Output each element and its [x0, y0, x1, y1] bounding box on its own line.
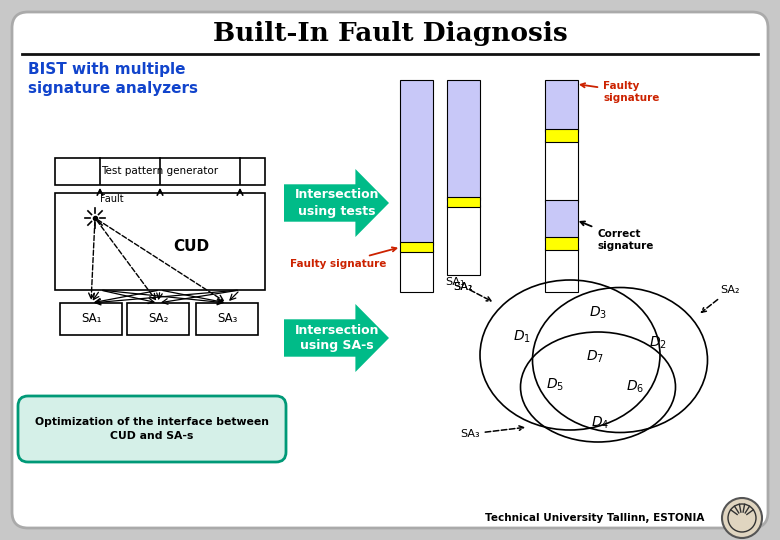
Text: $D_6$: $D_6$ [626, 379, 644, 395]
Text: $D_5$: $D_5$ [546, 377, 564, 393]
FancyBboxPatch shape [196, 303, 258, 335]
Text: SA₁: SA₁ [81, 313, 101, 326]
FancyBboxPatch shape [400, 80, 433, 245]
Text: SA₂: SA₂ [701, 285, 739, 312]
FancyBboxPatch shape [127, 303, 189, 335]
Text: $D_7$: $D_7$ [586, 349, 604, 365]
Text: Faulty
signature: Faulty signature [581, 81, 659, 103]
FancyBboxPatch shape [545, 80, 578, 132]
FancyBboxPatch shape [545, 140, 578, 202]
Text: Fault: Fault [100, 194, 123, 204]
FancyBboxPatch shape [545, 248, 578, 292]
Text: BIST with multiple
signature analyzers: BIST with multiple signature analyzers [28, 62, 198, 96]
FancyBboxPatch shape [545, 237, 578, 250]
Polygon shape [284, 169, 389, 237]
Text: Test pattern generator: Test pattern generator [101, 166, 218, 177]
FancyBboxPatch shape [447, 80, 480, 200]
Text: Intersection
using tests: Intersection using tests [295, 188, 379, 218]
Text: SA₃: SA₃ [217, 313, 237, 326]
Text: CUD: CUD [173, 239, 210, 254]
FancyBboxPatch shape [12, 12, 768, 528]
Polygon shape [284, 304, 389, 372]
Text: $D_3$: $D_3$ [589, 305, 607, 321]
Text: Intersection
using SA-s: Intersection using SA-s [295, 323, 379, 353]
Text: $D_4$: $D_4$ [591, 415, 609, 431]
Text: Correct
signature: Correct signature [580, 221, 654, 251]
FancyBboxPatch shape [447, 197, 480, 207]
Circle shape [722, 498, 762, 538]
Text: SA₂: SA₂ [148, 313, 168, 326]
FancyBboxPatch shape [545, 129, 578, 142]
FancyBboxPatch shape [400, 242, 433, 252]
Text: SA₁: SA₁ [445, 277, 491, 301]
Text: $D_2$: $D_2$ [649, 335, 667, 351]
FancyBboxPatch shape [400, 250, 433, 292]
FancyBboxPatch shape [447, 205, 480, 275]
FancyBboxPatch shape [545, 200, 578, 240]
FancyBboxPatch shape [55, 158, 265, 185]
Text: Optimization of the interface between
CUD and SA-s: Optimization of the interface between CU… [35, 417, 269, 441]
FancyBboxPatch shape [55, 193, 265, 290]
Text: SA₃: SA₃ [460, 426, 523, 439]
Text: SA₁: SA₁ [454, 282, 473, 292]
FancyBboxPatch shape [60, 303, 122, 335]
Text: Faulty signature: Faulty signature [290, 247, 396, 269]
FancyBboxPatch shape [18, 396, 286, 462]
Text: $D_1$: $D_1$ [513, 329, 531, 345]
Text: SA₂: SA₂ [454, 282, 473, 292]
Text: Technical University Tallinn, ESTONIA: Technical University Tallinn, ESTONIA [485, 513, 704, 523]
Text: Built-In Fault Diagnosis: Built-In Fault Diagnosis [213, 21, 567, 45]
